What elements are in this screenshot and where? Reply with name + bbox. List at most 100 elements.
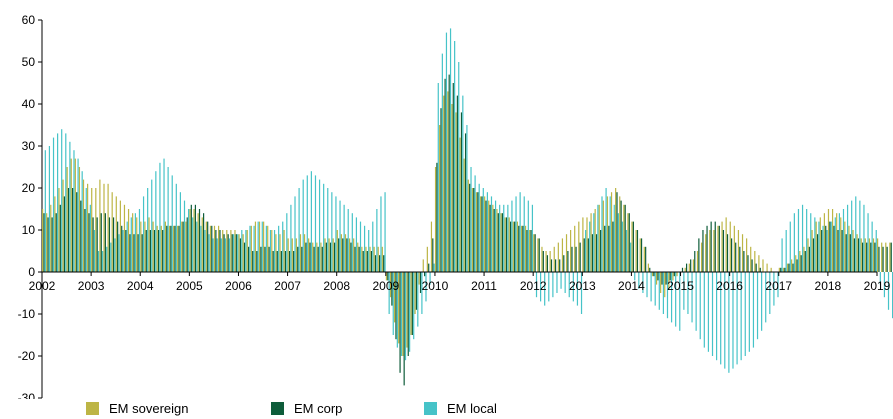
bar-em-sovereign — [537, 238, 539, 272]
bar-em-corp — [735, 242, 737, 272]
bar-em-corp — [231, 234, 233, 272]
bar-em-corp — [874, 242, 876, 272]
bar-em-corp — [137, 234, 139, 272]
bar-em-sovereign — [414, 272, 416, 314]
bar-em-sovereign — [799, 251, 801, 272]
bar-em-local — [728, 272, 730, 373]
bar-em-corp — [428, 263, 430, 272]
bar-em-sovereign — [848, 225, 850, 272]
bar-em-local — [359, 221, 362, 272]
bar-em-corp — [780, 267, 782, 272]
bar-em-local — [613, 204, 615, 272]
bar-em-local — [396, 272, 398, 348]
bar-em-corp — [718, 225, 720, 272]
bar-em-local — [806, 209, 808, 272]
bar-em-sovereign — [394, 272, 396, 323]
bar-em-sovereign — [770, 267, 772, 272]
bar-em-corp — [325, 242, 327, 272]
bar-em-local — [707, 272, 710, 352]
bar-em-sovereign — [496, 209, 498, 272]
bar-em-local — [327, 188, 329, 272]
bar-em-corp — [276, 251, 278, 272]
bar-em-sovereign — [426, 246, 428, 272]
bar-em-sovereign — [385, 272, 388, 281]
bar-em-corp — [624, 204, 626, 272]
bar-em-sovereign — [758, 255, 760, 272]
bar-em-corp — [837, 230, 839, 272]
bar-em-local — [859, 200, 861, 272]
x-tick-label: 2010 — [422, 279, 449, 293]
bar-em-corp — [464, 133, 467, 272]
bar-em-sovereign — [500, 213, 502, 272]
bar-em-corp — [333, 242, 336, 272]
bar-em-local — [355, 217, 358, 272]
x-tick-label: 2013 — [569, 279, 596, 293]
bar-em-corp — [59, 204, 61, 272]
bar-em-corp — [645, 246, 647, 272]
bar-em-corp — [108, 217, 111, 272]
bar-em-sovereign — [741, 234, 744, 272]
y-tick-label: -30 — [18, 391, 36, 399]
bar-em-local — [380, 196, 382, 272]
bar-em-sovereign — [885, 242, 887, 272]
bar-em-local — [318, 179, 321, 272]
bar-em-corp — [653, 272, 655, 277]
bar-em-corp — [784, 267, 786, 272]
x-tick-label: 2015 — [667, 279, 694, 293]
bar-em-local — [302, 179, 304, 272]
bar-em-local — [175, 183, 177, 272]
x-tick-label: 2002 — [29, 279, 56, 293]
bars — [42, 28, 893, 386]
bar-em-local — [519, 192, 521, 272]
bar-em-sovereign — [303, 234, 306, 272]
bar-em-local — [556, 272, 558, 293]
bar-em-local — [638, 272, 640, 289]
bar-em-local — [294, 196, 296, 272]
bar-em-corp — [444, 78, 446, 272]
bar-em-corp — [411, 272, 413, 335]
bar-em-sovereign — [836, 213, 838, 272]
bar-em-sovereign — [463, 158, 465, 272]
bar-em-local — [147, 188, 149, 272]
bar-em-sovereign — [639, 238, 641, 272]
bar-em-corp — [395, 272, 397, 340]
bar-em-corp — [866, 242, 868, 272]
bar-em-corp — [170, 225, 172, 272]
bar-em-sovereign — [467, 179, 469, 272]
bar-em-corp — [812, 238, 815, 272]
bar-em-local — [560, 272, 562, 289]
bar-em-local — [409, 272, 411, 352]
bar-em-local — [323, 183, 325, 272]
bar-em-corp — [121, 225, 123, 272]
bar-em-sovereign — [58, 188, 60, 272]
bar-em-corp — [362, 251, 364, 272]
bar-em-corp — [280, 251, 282, 272]
bar-em-local — [494, 200, 497, 272]
bar-em-sovereign — [868, 238, 871, 272]
bar-em-corp — [591, 234, 594, 272]
x-tick-label: 2005 — [176, 279, 203, 293]
bar-em-local — [196, 221, 198, 272]
bar-em-corp — [198, 209, 201, 272]
bar-em-local — [122, 230, 124, 272]
bar-em-local — [666, 272, 669, 319]
bar-em-sovereign — [803, 246, 805, 272]
bar-em-local — [470, 167, 472, 272]
bar-em-sovereign — [488, 200, 490, 272]
bar-em-sovereign — [201, 217, 203, 272]
bar-em-sovereign — [340, 234, 342, 272]
bar-em-local — [883, 272, 886, 298]
bar-em-sovereign — [54, 196, 56, 272]
bar-em-corp — [509, 221, 512, 272]
bar-em-corp — [751, 259, 753, 272]
bar-em-corp — [387, 272, 389, 281]
bar-em-local — [834, 217, 836, 272]
bar-em-local — [597, 204, 599, 272]
bar-em-corp — [493, 209, 495, 272]
bar-em-local — [52, 137, 55, 272]
bar-em-corp — [690, 259, 692, 272]
bar-em-sovereign — [606, 196, 609, 272]
y-tick-label: 30 — [22, 139, 36, 153]
bar-em-sovereign — [152, 221, 154, 272]
bar-em-sovereign — [856, 234, 858, 272]
